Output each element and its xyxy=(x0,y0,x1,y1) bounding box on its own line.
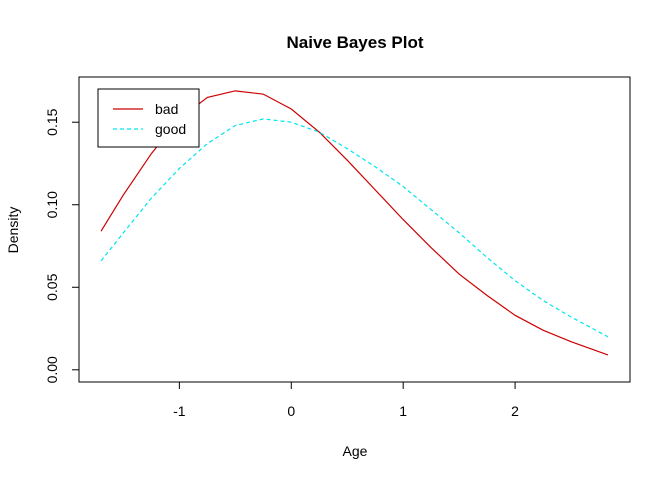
x-axis-label: Age xyxy=(343,443,368,459)
legend-label-good: good xyxy=(155,121,186,137)
y-axis: 0.00 0.05 0.10 0.15 xyxy=(44,108,80,383)
legend-label-bad: bad xyxy=(155,101,178,117)
x-tick-label: 1 xyxy=(399,403,407,419)
x-axis: -1 0 1 2 xyxy=(173,381,519,419)
chart-title: Naive Bayes Plot xyxy=(286,33,423,52)
x-tick-label: 2 xyxy=(511,403,519,419)
y-tick-label: 0.10 xyxy=(44,191,60,218)
y-tick-label: 0.05 xyxy=(44,273,60,300)
legend-box xyxy=(97,88,200,148)
y-axis-label: Density xyxy=(5,207,21,254)
series-line-good xyxy=(100,118,609,338)
legend: bad good xyxy=(97,88,200,148)
y-tick-label: 0.15 xyxy=(44,108,60,135)
x-tick-label: -1 xyxy=(173,403,186,419)
y-tick-label: 0.00 xyxy=(44,356,60,383)
x-tick-label: 0 xyxy=(287,403,295,419)
